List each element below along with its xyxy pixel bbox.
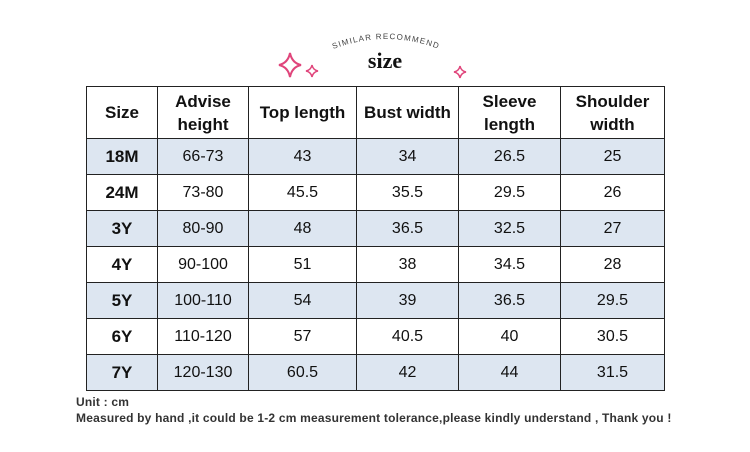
value-cell: 32.5 — [458, 210, 561, 247]
column-header: Top length — [248, 86, 357, 139]
table-row: 18M 66-73 43 34 26.5 25 — [86, 138, 665, 175]
table-body: 18M 66-73 43 34 26.5 25 24M 73-80 45.5 35.5 29.5 26… — [86, 138, 665, 391]
column-header: Sleeve length — [458, 86, 561, 139]
size-cell: 3Y — [86, 210, 158, 247]
size-cell: 18M — [86, 138, 158, 175]
value-cell: 54 — [248, 282, 357, 319]
header: SIMILAR RECOMMEND size — [278, 32, 467, 79]
size-cell: 4Y — [86, 246, 158, 283]
value-cell: 120-130 — [157, 354, 249, 391]
size-cell: 6Y — [86, 318, 158, 355]
value-cell: 28 — [560, 246, 665, 283]
value-cell: 43 — [248, 138, 357, 175]
value-cell: 73-80 — [157, 174, 249, 211]
value-cell: 25 — [560, 138, 665, 175]
size-table: Size Advise height Top length Bust width Sle… — [86, 86, 665, 391]
table-row: 24M 73-80 45.5 35.5 29.5 26 — [86, 174, 665, 211]
table-row: 5Y 100-110 54 39 36.5 29.5 — [86, 282, 665, 319]
star — [453, 65, 467, 79]
header-row: Size Advise height Top length Bust width Sle… — [86, 86, 665, 139]
value-cell: 36.5 — [458, 282, 561, 319]
tolerance-note: Measured by hand ,it could be 1-2 cm mea… — [76, 411, 672, 425]
star — [278, 52, 302, 78]
value-cell: 60.5 — [248, 354, 357, 391]
value-cell: 44 — [458, 354, 561, 391]
value-cell: 110-120 — [157, 318, 249, 355]
value-cell: 80-90 — [157, 210, 249, 247]
value-cell: 42 — [356, 354, 459, 391]
value-cell: 90-100 — [157, 246, 249, 283]
column-header: Shoulder width — [560, 86, 665, 139]
unit-note: Unit : cm — [76, 395, 130, 409]
value-cell: 34 — [356, 138, 459, 175]
size-cell: 24M — [86, 174, 158, 211]
size-cell: 5Y — [86, 282, 158, 319]
value-cell: 29.5 — [458, 174, 561, 211]
value-cell: 26 — [560, 174, 665, 211]
value-cell: 35.5 — [356, 174, 459, 211]
size-cell: 7Y — [86, 354, 158, 391]
value-cell: 40.5 — [356, 318, 459, 355]
value-cell: 31.5 — [560, 354, 665, 391]
column-header: Bust width — [356, 86, 459, 139]
table-row: 4Y 90-100 51 38 34.5 28 — [86, 246, 665, 283]
value-cell: 39 — [356, 282, 459, 319]
value-cell: 57 — [248, 318, 357, 355]
title: size — [368, 48, 402, 73]
table-row: 6Y 110-120 57 40.5 40 30.5 — [86, 318, 665, 355]
value-cell: 45.5 — [248, 174, 357, 211]
value-cell: 48 — [248, 210, 357, 247]
value-cell: 51 — [248, 246, 357, 283]
value-cell: 30.5 — [560, 318, 665, 355]
value-cell: 100-110 — [157, 282, 249, 319]
value-cell: 38 — [356, 246, 459, 283]
value-cell: 34.5 — [458, 246, 561, 283]
value-cell: 40 — [458, 318, 561, 355]
column-header: Advise height — [157, 86, 249, 139]
value-cell: 66-73 — [157, 138, 249, 175]
column-header: Size — [86, 86, 158, 139]
value-cell: 36.5 — [356, 210, 459, 247]
value-cell: 29.5 — [560, 282, 665, 319]
table-row: 3Y 80-90 48 36.5 32.5 27 — [86, 210, 665, 247]
table-row: 7Y 120-130 60.5 42 44 31.5 — [86, 354, 665, 391]
star — [305, 64, 319, 78]
value-cell: 26.5 — [458, 138, 561, 175]
value-cell: 27 — [560, 210, 665, 247]
